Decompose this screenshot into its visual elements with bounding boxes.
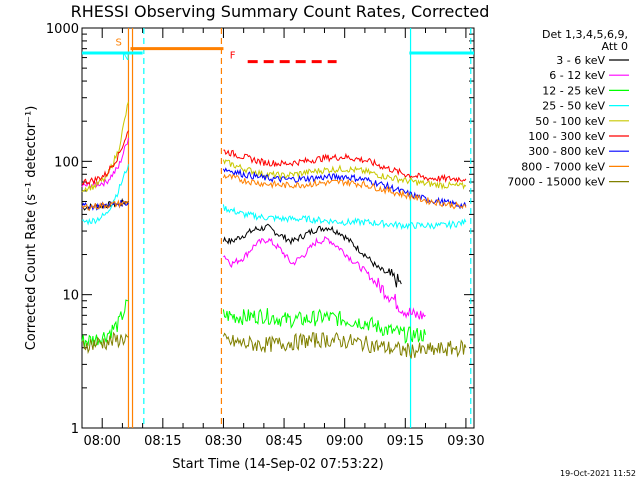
flag-label-s: S — [115, 38, 121, 49]
y-tick-label-1: 1 — [71, 422, 79, 437]
legend-header-line-1: Att 0 — [602, 40, 628, 53]
x-axis-ticks: 08:00 08:15 08:30 08:45 09:00 09:15 09:30 — [83, 28, 485, 449]
series-line-300-800-kev-seg1 — [222, 167, 467, 210]
legend-label-7000-15000-kev: 7000 - 15000 keV — [507, 176, 605, 189]
series-line-800-7000-kev-seg0 — [81, 199, 129, 211]
y-tick-label-1000: 1000 — [46, 22, 79, 37]
series-line-100-300-kev-seg0 — [81, 130, 129, 186]
flag-bars: SN F — [82, 38, 474, 64]
time-markers — [127, 28, 472, 428]
y-axis-label: Corrected Count Rate (s⁻¹ detector⁻¹) — [24, 106, 39, 351]
y-tick-label-10: 10 — [62, 289, 79, 304]
x-axis-label: Start Time (14-Sep-02 07:53:22) — [172, 457, 383, 472]
footer-timestamp: 19-Oct-2021 11:52 — [560, 469, 636, 478]
x-tick-label-08-15: 08:15 — [144, 434, 181, 449]
legend-label-100-300-kev: 100 - 300 keV — [528, 130, 605, 143]
flag-label-n: N — [122, 52, 129, 63]
x-tick-label-08-00: 08:00 — [83, 434, 120, 449]
flag-label-f: F — [230, 51, 236, 62]
series-line-25-50-kev-seg1 — [222, 204, 467, 231]
series-line-6-12-kev-seg1 — [223, 235, 426, 320]
series-line-50-100-kev-seg0 — [81, 101, 129, 193]
plot-frame — [81, 27, 475, 429]
series-line-6-12-kev-seg0 — [81, 137, 129, 190]
series-line-12-25-kev-seg1 — [222, 308, 426, 344]
series-line-25-50-kev-seg0 — [81, 164, 129, 226]
chart-title: RHESSI Observing Summary Count Rates, Co… — [71, 2, 490, 21]
legend-label-300-800-kev: 300 - 800 keV — [528, 145, 605, 158]
legend-label-12-25-kev: 12 - 25 keV — [542, 84, 605, 97]
legend-label-50-100-kev: 50 - 100 keV — [535, 115, 605, 128]
y-axis-ticks: 1 10 100 1000 — [46, 22, 474, 437]
legend-label-25-50-kev: 25 - 50 keV — [542, 100, 605, 113]
series-line-800-7000-kev-seg1 — [222, 173, 467, 210]
series-line-12-25-kev-seg0 — [81, 299, 129, 347]
legend-label-6-12-kev: 6 - 12 keV — [549, 69, 605, 82]
series-line-7000-15000-kev-seg1 — [222, 332, 467, 359]
series-line-7000-15000-kev-seg0 — [81, 331, 129, 355]
legend: Det 1,3,4,5,6,9,Att 03 - 6 keV 6 - 12 keV… — [507, 28, 629, 189]
series-line-3-6-kev-seg1 — [222, 223, 402, 288]
legend-label-800-7000-kev: 800 - 7000 keV — [521, 160, 605, 173]
x-tick-label-09-00: 09:00 — [326, 434, 363, 449]
series-line-100-300-kev-seg1 — [223, 149, 467, 183]
x-tick-label-09-30: 09:30 — [447, 434, 484, 449]
legend-header-line-0: Det 1,3,4,5,6,9, — [542, 28, 628, 41]
y-tick-label-100: 100 — [54, 155, 79, 170]
x-tick-label-08-30: 08:30 — [205, 434, 242, 449]
legend-label-3-6-kev: 3 - 6 keV — [556, 54, 605, 67]
series-lines — [81, 101, 467, 359]
x-tick-label-08-45: 08:45 — [265, 434, 302, 449]
x-tick-label-09-15: 09:15 — [387, 434, 424, 449]
